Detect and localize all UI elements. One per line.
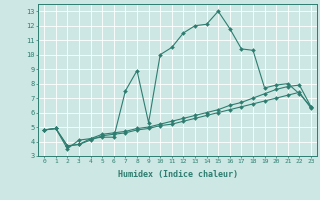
X-axis label: Humidex (Indice chaleur): Humidex (Indice chaleur) (118, 170, 238, 179)
